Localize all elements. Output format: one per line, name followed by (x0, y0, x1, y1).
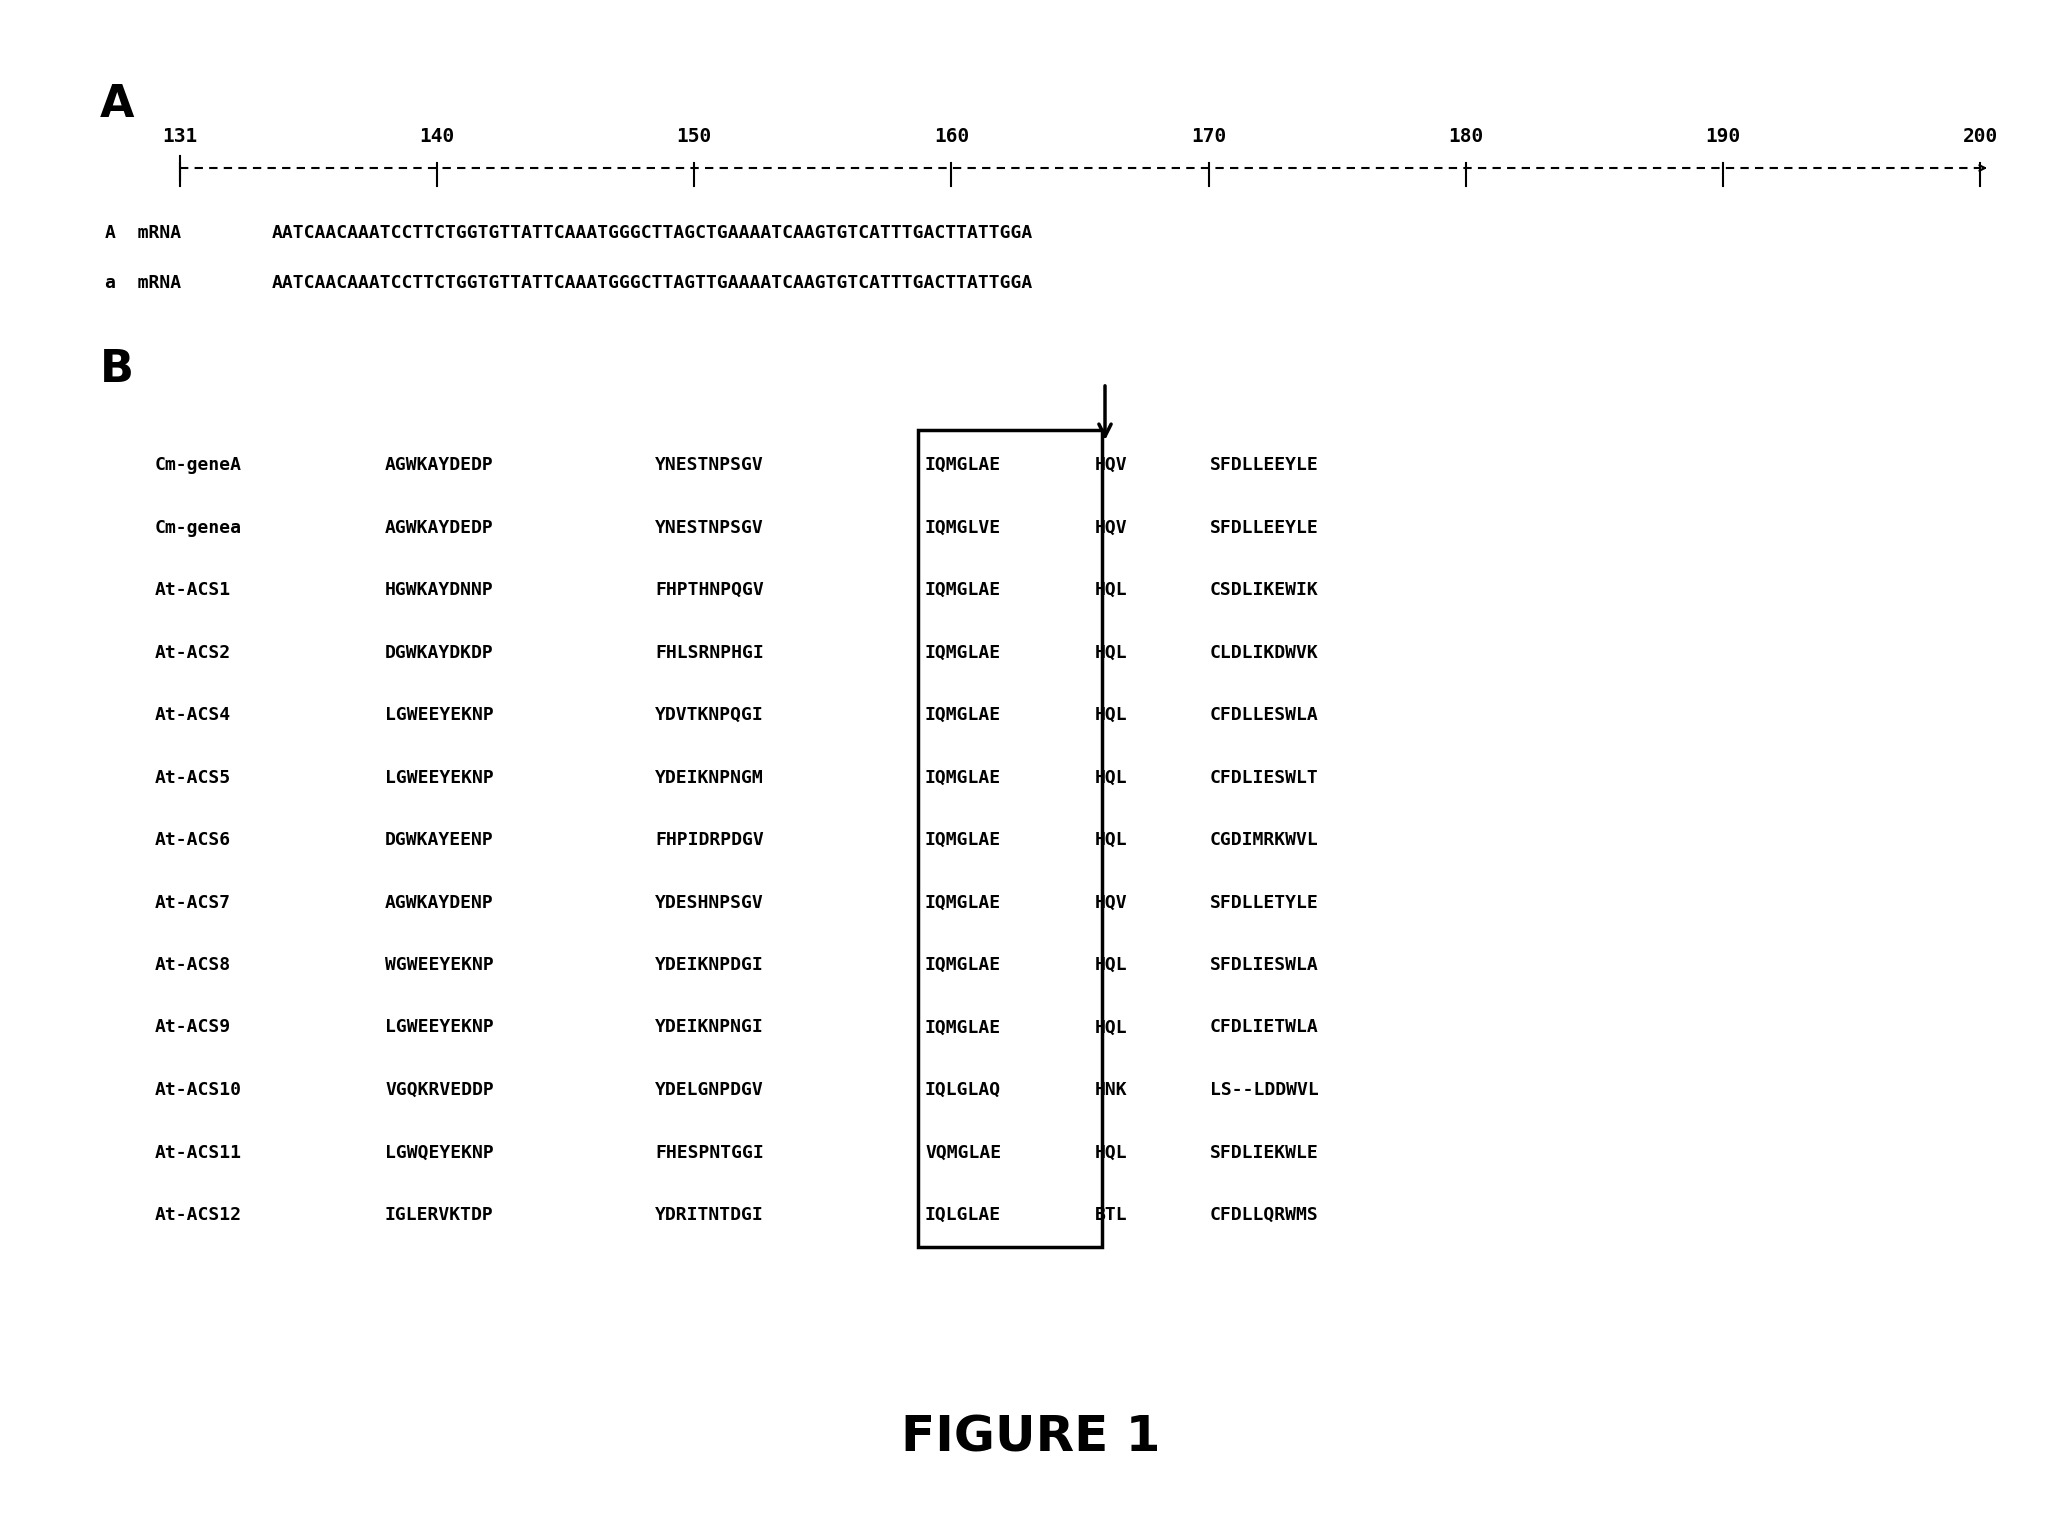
Text: 180: 180 (1448, 127, 1483, 145)
Text: HGWKAYDNNP: HGWKAYDNNP (386, 581, 493, 599)
Text: At-ACS8: At-ACS8 (155, 956, 231, 974)
Text: CFDLIETWLA: CFDLIETWLA (1210, 1018, 1320, 1036)
Text: IGLERVKTDP: IGLERVKTDP (386, 1206, 493, 1224)
Text: SFDLIESWLA: SFDLIESWLA (1210, 956, 1320, 974)
Text: FHPIDRPDGV: FHPIDRPDGV (656, 831, 763, 849)
Text: CFDLLQRWMS: CFDLLQRWMS (1210, 1206, 1320, 1224)
Text: Cm-geneA: Cm-geneA (155, 455, 241, 474)
Text: SFDLLEEYLE: SFDLLEEYLE (1210, 455, 1320, 474)
Text: At-ACS11: At-ACS11 (155, 1144, 241, 1162)
Text: AGWKAYDENP: AGWKAYDENP (386, 894, 493, 911)
Text: HQL: HQL (1095, 707, 1128, 725)
Text: YNESTNPSGV: YNESTNPSGV (656, 455, 763, 474)
Text: 140: 140 (419, 127, 456, 145)
Text: IQMGLAE: IQMGLAE (926, 769, 1002, 787)
Text: IQMGLAE: IQMGLAE (926, 1018, 1002, 1036)
Text: 131: 131 (163, 127, 198, 145)
Text: DGWKAYEENP: DGWKAYEENP (386, 831, 493, 849)
Text: IQMGLAE: IQMGLAE (926, 581, 1002, 599)
Text: AGWKAYDEDP: AGWKAYDEDP (386, 455, 493, 474)
Text: YDEIKNPNGM: YDEIKNPNGM (656, 769, 763, 787)
Text: IQLGLAE: IQLGLAE (926, 1206, 1002, 1224)
Text: YDEIKNPDGI: YDEIKNPDGI (656, 956, 763, 974)
Text: At-ACS10: At-ACS10 (155, 1080, 241, 1098)
Text: YDRITNTDGI: YDRITNTDGI (656, 1206, 763, 1224)
Text: At-ACS7: At-ACS7 (155, 894, 231, 911)
Text: IQMGLAE: IQMGLAE (926, 643, 1002, 661)
Text: FHLSRNPHGI: FHLSRNPHGI (656, 643, 763, 661)
Text: HQV: HQV (1095, 519, 1128, 537)
Text: CFDLIESWLT: CFDLIESWLT (1210, 769, 1320, 787)
Text: HQL: HQL (1095, 1018, 1128, 1036)
Text: HQV: HQV (1095, 894, 1128, 911)
Text: LS--LDDWVL: LS--LDDWVL (1210, 1080, 1320, 1098)
Text: CSDLIKEWIK: CSDLIKEWIK (1210, 581, 1320, 599)
Text: IQMGLAE: IQMGLAE (926, 707, 1002, 725)
Text: AGWKAYDEDP: AGWKAYDEDP (386, 519, 493, 537)
Text: B: B (99, 348, 134, 390)
Text: IQMGLAE: IQMGLAE (926, 831, 1002, 849)
Text: VQMGLAE: VQMGLAE (926, 1144, 1002, 1162)
Text: HQL: HQL (1095, 831, 1128, 849)
Text: SFDLIEKWLE: SFDLIEKWLE (1210, 1144, 1320, 1162)
Text: YDVTKNPQGI: YDVTKNPQGI (656, 707, 763, 725)
Text: WGWEEYEKNP: WGWEEYEKNP (386, 956, 493, 974)
Text: LGWEEYEKNP: LGWEEYEKNP (386, 769, 493, 787)
Text: BTL: BTL (1095, 1206, 1128, 1224)
Text: FHESPNTGGI: FHESPNTGGI (656, 1144, 763, 1162)
Text: HQL: HQL (1095, 1144, 1128, 1162)
Text: 190: 190 (1705, 127, 1740, 145)
Text: IQMGLAE: IQMGLAE (926, 894, 1002, 911)
Text: At-ACS1: At-ACS1 (155, 581, 231, 599)
Text: IQMGLAE: IQMGLAE (926, 455, 1002, 474)
Text: AATCAACAAATCCTTCTGGTGTTATTCAAATGGGCTTAGCTGAAAATCAAGTGTCATTTGACTTATTGGA: AATCAACAAATCCTTCTGGTGTTATTCAAATGGGCTTAGC… (272, 224, 1033, 242)
Text: IQMGLVE: IQMGLVE (926, 519, 1002, 537)
Text: At-ACS4: At-ACS4 (155, 707, 231, 725)
Text: CFDLLESWLA: CFDLLESWLA (1210, 707, 1320, 725)
Text: At-ACS2: At-ACS2 (155, 643, 231, 661)
Bar (918, 430, 1101, 1247)
Text: A: A (99, 83, 134, 126)
Text: FIGURE 1: FIGURE 1 (901, 1415, 1161, 1462)
Text: A  mRNA: A mRNA (105, 224, 181, 242)
Text: LGWEEYEKNP: LGWEEYEKNP (386, 707, 493, 725)
Text: HNK: HNK (1095, 1080, 1128, 1098)
Text: HQL: HQL (1095, 956, 1128, 974)
Text: 200: 200 (1963, 127, 1998, 145)
Text: 150: 150 (676, 127, 711, 145)
Text: FHPTHNPQGV: FHPTHNPQGV (656, 581, 763, 599)
Text: At-ACS9: At-ACS9 (155, 1018, 231, 1036)
Text: AATCAACAAATCCTTCTGGTGTTATTCAAATGGGCTTAGTTGAAAATCAAGTGTCATTTGACTTATTGGA: AATCAACAAATCCTTCTGGTGTTATTCAAATGGGCTTAGT… (272, 274, 1033, 292)
Text: YDEIKNPNGI: YDEIKNPNGI (656, 1018, 763, 1036)
Text: At-ACS6: At-ACS6 (155, 831, 231, 849)
Text: IQLGLAQ: IQLGLAQ (926, 1080, 1002, 1098)
Text: CLDLIKDWVK: CLDLIKDWVK (1210, 643, 1320, 661)
Text: SFDLLETYLE: SFDLLETYLE (1210, 894, 1320, 911)
Text: HQL: HQL (1095, 643, 1128, 661)
Text: At-ACS12: At-ACS12 (155, 1206, 241, 1224)
Text: 160: 160 (934, 127, 969, 145)
Text: VGQKRVEDDP: VGQKRVEDDP (386, 1080, 493, 1098)
Text: LGWQEYEKNP: LGWQEYEKNP (386, 1144, 493, 1162)
Text: YDELGNPDGV: YDELGNPDGV (656, 1080, 763, 1098)
Text: HQV: HQV (1095, 455, 1128, 474)
Text: LGWEEYEKNP: LGWEEYEKNP (386, 1018, 493, 1036)
Text: At-ACS5: At-ACS5 (155, 769, 231, 787)
Text: 170: 170 (1192, 127, 1227, 145)
Text: YNESTNPSGV: YNESTNPSGV (656, 519, 763, 537)
Text: HQL: HQL (1095, 581, 1128, 599)
Text: IQMGLAE: IQMGLAE (926, 956, 1002, 974)
Text: YDESHNPSGV: YDESHNPSGV (656, 894, 763, 911)
Text: CGDIMRKWVL: CGDIMRKWVL (1210, 831, 1320, 849)
Text: DGWKAYDKDP: DGWKAYDKDP (386, 643, 493, 661)
Text: SFDLLEEYLE: SFDLLEEYLE (1210, 519, 1320, 537)
Text: a  mRNA: a mRNA (105, 274, 181, 292)
Text: HQL: HQL (1095, 769, 1128, 787)
Text: Cm-genea: Cm-genea (155, 519, 241, 537)
